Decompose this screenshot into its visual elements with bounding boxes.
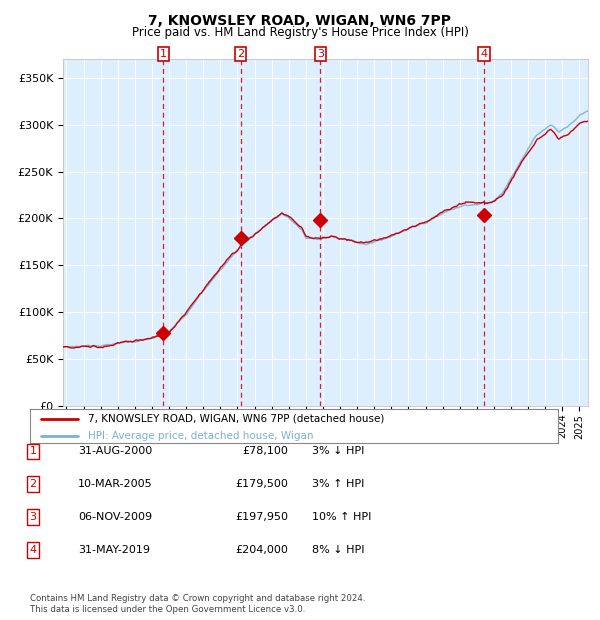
Text: 10% ↑ HPI: 10% ↑ HPI [312,512,371,522]
Text: 31-MAY-2019: 31-MAY-2019 [78,545,150,555]
Text: 1: 1 [160,49,167,59]
Text: 1: 1 [29,446,37,456]
Text: £179,500: £179,500 [235,479,288,489]
Text: Price paid vs. HM Land Registry's House Price Index (HPI): Price paid vs. HM Land Registry's House … [131,26,469,39]
Text: 4: 4 [29,545,37,555]
Text: 3% ↓ HPI: 3% ↓ HPI [312,446,364,456]
Text: 2: 2 [29,479,37,489]
Text: 31-AUG-2000: 31-AUG-2000 [78,446,152,456]
Text: 10-MAR-2005: 10-MAR-2005 [78,479,152,489]
Text: 4: 4 [481,49,488,59]
Text: HPI: Average price, detached house, Wigan: HPI: Average price, detached house, Wiga… [88,431,314,441]
Text: 3% ↑ HPI: 3% ↑ HPI [312,479,364,489]
Text: 3: 3 [29,512,37,522]
Text: Contains HM Land Registry data © Crown copyright and database right 2024.: Contains HM Land Registry data © Crown c… [30,593,365,603]
Text: 3: 3 [317,49,324,59]
Text: 8% ↓ HPI: 8% ↓ HPI [312,545,365,555]
Text: 7, KNOWSLEY ROAD, WIGAN, WN6 7PP: 7, KNOWSLEY ROAD, WIGAN, WN6 7PP [149,14,452,28]
Text: 2: 2 [237,49,244,59]
Text: 7, KNOWSLEY ROAD, WIGAN, WN6 7PP (detached house): 7, KNOWSLEY ROAD, WIGAN, WN6 7PP (detach… [88,414,385,423]
Text: 06-NOV-2009: 06-NOV-2009 [78,512,152,522]
Text: This data is licensed under the Open Government Licence v3.0.: This data is licensed under the Open Gov… [30,604,305,614]
Text: £204,000: £204,000 [235,545,288,555]
Text: £197,950: £197,950 [235,512,288,522]
Text: £78,100: £78,100 [242,446,288,456]
